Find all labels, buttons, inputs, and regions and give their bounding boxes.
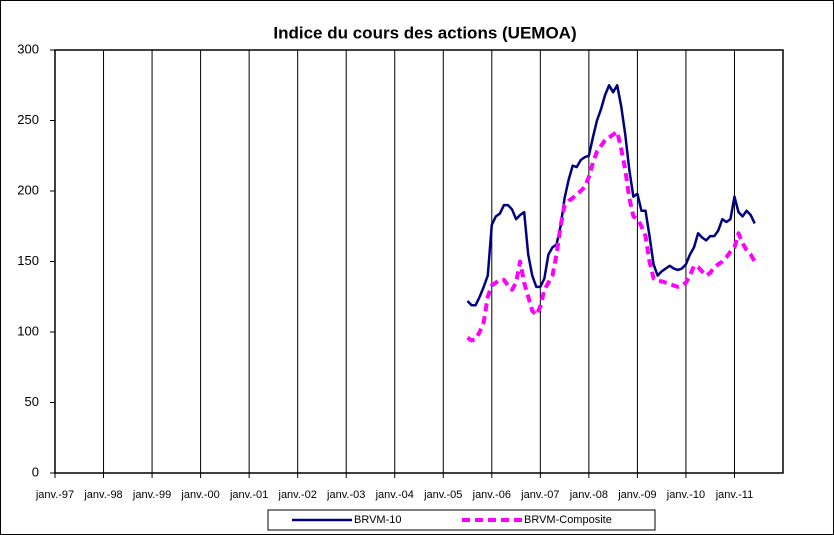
x-tick-label: janv.-99 bbox=[132, 489, 171, 501]
x-tick-label: janv.-09 bbox=[617, 489, 656, 501]
chart-title: Indice du cours des actions (UEMOA) bbox=[273, 23, 576, 42]
plot-area bbox=[54, 49, 784, 474]
legend-label: BRVM-10 bbox=[354, 514, 401, 526]
x-tick-label: janv.-11 bbox=[715, 489, 754, 501]
x-tick-label: janv.-03 bbox=[326, 489, 365, 501]
y-tick-label: 150 bbox=[17, 253, 39, 268]
y-tick-label: 50 bbox=[25, 394, 39, 409]
x-tick-label: janv.-01 bbox=[229, 489, 268, 501]
y-tick-label: 0 bbox=[32, 464, 39, 479]
y-tick-label: 250 bbox=[17, 112, 39, 127]
legend-box bbox=[267, 509, 656, 531]
x-tick-label: janv.-00 bbox=[180, 489, 219, 501]
x-tick-label: janv.-08 bbox=[569, 489, 608, 501]
series-line bbox=[466, 84, 756, 307]
x-tick-label: janv.-97 bbox=[35, 489, 74, 501]
x-tick-label: janv.-05 bbox=[423, 489, 462, 501]
y-tick-label: 300 bbox=[17, 41, 39, 56]
x-tick-label: janv.-02 bbox=[278, 489, 317, 501]
y-tick-label: 200 bbox=[17, 182, 39, 197]
x-tick-label: janv.-07 bbox=[520, 489, 559, 501]
y-tick-label: 100 bbox=[17, 323, 39, 338]
x-tick-label: janv.-04 bbox=[375, 489, 414, 501]
series-line bbox=[466, 129, 757, 343]
x-tick-label: janv.-98 bbox=[83, 489, 122, 501]
x-tick-label: janv.-06 bbox=[472, 489, 511, 501]
x-tick-label: janv.-10 bbox=[666, 489, 705, 501]
legend-label: BRVM-Composite bbox=[524, 514, 612, 526]
